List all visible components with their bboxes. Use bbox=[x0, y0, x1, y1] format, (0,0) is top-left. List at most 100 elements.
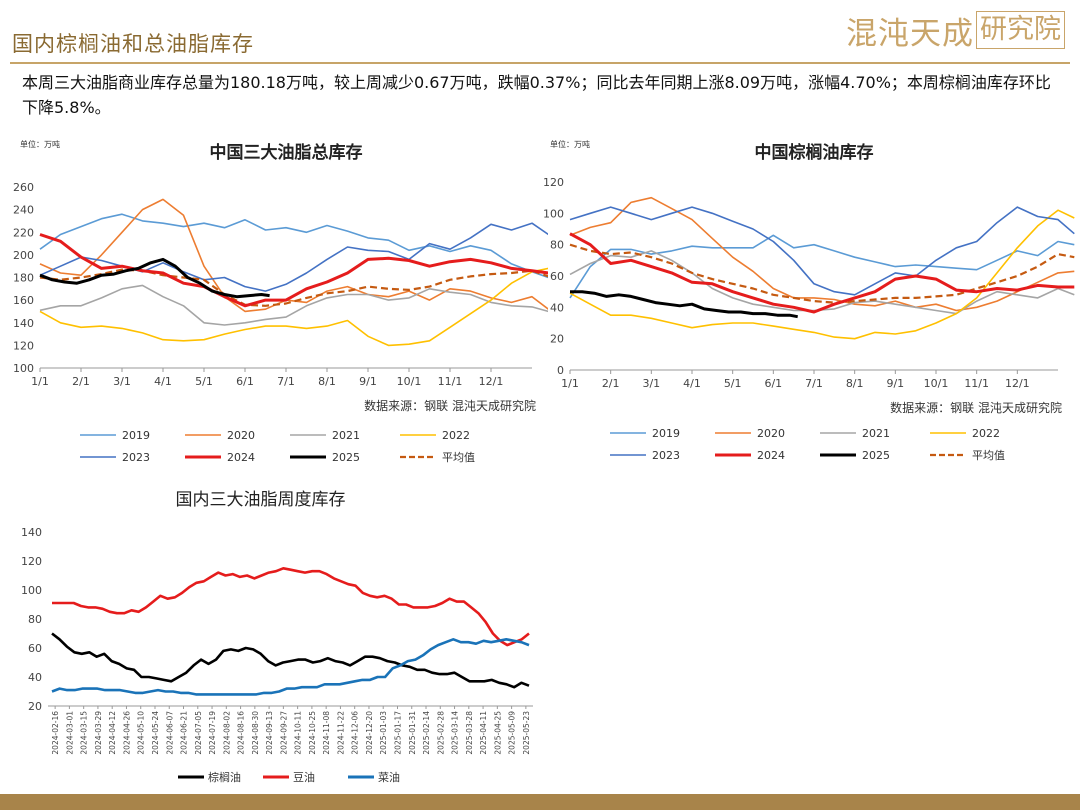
brand-logo: 混沌天成 研究院 bbox=[846, 10, 1065, 52]
x-tick-label: 2024-06-21 bbox=[180, 711, 189, 755]
y-tick-label: 40 bbox=[550, 301, 564, 314]
x-tick-label: 8/1 bbox=[318, 375, 336, 388]
x-tick-label: 2024-09-13 bbox=[265, 711, 274, 755]
y-tick-label: 40 bbox=[28, 671, 42, 684]
series-line-平均值 bbox=[569, 243, 1075, 304]
x-tick-label: 2024-08-02 bbox=[222, 711, 231, 755]
x-tick-label: 2024-03-29 bbox=[94, 711, 103, 755]
series-line-2025 bbox=[570, 290, 798, 319]
series-line-2023 bbox=[569, 206, 1075, 296]
title-divider bbox=[10, 62, 1070, 64]
x-tick-label: 1/1 bbox=[561, 377, 579, 390]
x-tick-label: 5/1 bbox=[195, 375, 213, 388]
series-line-2020 bbox=[569, 196, 1075, 312]
y-tick-label: 20 bbox=[28, 700, 42, 713]
x-tick-label: 2024-05-10 bbox=[137, 711, 146, 755]
y-tick-label: 80 bbox=[550, 239, 564, 252]
legend-label-豆油: 豆油 bbox=[293, 770, 315, 784]
x-tick-label: 2025-01-03 bbox=[379, 711, 388, 755]
y-tick-label: 120 bbox=[543, 176, 564, 189]
x-tick-label: 2/1 bbox=[72, 375, 90, 388]
legend-label-2021: 2021 bbox=[332, 429, 360, 442]
logo-box-text: 研究院 bbox=[976, 11, 1065, 49]
x-tick-label: 10/1 bbox=[397, 375, 422, 388]
footer-bar bbox=[0, 794, 1080, 810]
x-tick-label: 2025-05-23 bbox=[522, 711, 531, 755]
x-tick-label: 3/1 bbox=[642, 377, 660, 390]
source-note: 数据来源：钢联 混沌天成研究院 bbox=[890, 400, 1062, 415]
chart-title: 国内三大油脂周度库存 bbox=[176, 490, 346, 510]
series-line-2022 bbox=[569, 209, 1075, 340]
x-tick-label: 2025-03-14 bbox=[451, 711, 460, 755]
y-tick-label: 0 bbox=[557, 364, 564, 377]
x-tick-label: 2/1 bbox=[602, 377, 620, 390]
x-tick-label: 2024-11-08 bbox=[322, 711, 331, 755]
legend-label-2024: 2024 bbox=[757, 449, 785, 462]
x-tick-label: 10/1 bbox=[924, 377, 949, 390]
x-tick-label: 2024-04-26 bbox=[122, 711, 131, 755]
x-tick-label: 4/1 bbox=[683, 377, 701, 390]
series-line-2025 bbox=[39, 257, 270, 299]
x-tick-label: 7/1 bbox=[277, 375, 295, 388]
x-tick-label: 2025-05-09 bbox=[508, 711, 517, 755]
legend-label-2024: 2024 bbox=[227, 451, 255, 464]
x-tick-label: 2025-01-17 bbox=[393, 711, 402, 755]
x-tick-label: 7/1 bbox=[805, 377, 823, 390]
chart-total-oil-inventory: 单位：万吨 中国三大油脂总库存 100 120 140 160 180 200 220 240 26… bbox=[13, 139, 548, 464]
x-tick-label: 2024-08-16 bbox=[237, 711, 246, 755]
y-tick-label: 60 bbox=[550, 270, 564, 283]
x-tick-label: 2025-04-11 bbox=[479, 711, 488, 755]
chart-weekly-oil-inventory: 国内三大油脂周度库存 20 40 60 80 100 120 140 2024-02-16 202… bbox=[21, 490, 533, 784]
header-band bbox=[0, 0, 1080, 66]
x-tick-label: 2024-12-06 bbox=[351, 711, 360, 755]
legend-label-2023: 2023 bbox=[652, 449, 680, 462]
series-line-豆油 bbox=[52, 567, 530, 647]
x-tick-label: 2025-04-25 bbox=[493, 711, 502, 755]
series-line-2024 bbox=[39, 233, 548, 308]
y-tick-label: 140 bbox=[13, 317, 34, 330]
chart-palm-oil-inventory: 单位：万吨 中国棕榈油库存 0 20 40 60 80 100 120 1/1 2/1 3/1 4/1 5… bbox=[543, 139, 1075, 462]
x-tick-label: 2024-05-24 bbox=[151, 711, 160, 755]
legend-label-平均值: 平均值 bbox=[442, 451, 475, 464]
series-line-2022 bbox=[39, 267, 548, 347]
x-tick-label: 2024-10-11 bbox=[294, 711, 303, 755]
x-tick-label: 2024-10-25 bbox=[308, 711, 317, 755]
chart-title: 中国三大油脂总库存 bbox=[210, 142, 363, 163]
x-tick-label: 2024-11-22 bbox=[336, 711, 345, 755]
legend-label-平均值: 平均值 bbox=[972, 449, 1005, 462]
unit-label: 单位：万吨 bbox=[20, 139, 60, 149]
legend-label-2021: 2021 bbox=[862, 427, 890, 440]
legend-label-2019: 2019 bbox=[652, 427, 680, 440]
x-tick-label: 2024-09-27 bbox=[279, 711, 288, 755]
y-tick-label: 200 bbox=[13, 249, 34, 262]
y-tick-label: 160 bbox=[13, 294, 34, 307]
x-tick-label: 1/1 bbox=[31, 375, 49, 388]
chart-title: 中国棕榈油库存 bbox=[755, 142, 874, 163]
legend-label-棕榈油: 棕榈油 bbox=[208, 770, 241, 784]
x-tick-label: 2025-01-31 bbox=[408, 711, 417, 755]
legend-label-2019: 2019 bbox=[122, 429, 150, 442]
x-tick-label: 2024-03-01 bbox=[65, 711, 74, 755]
x-tick-label: 2024-06-07 bbox=[165, 711, 174, 755]
x-tick-label: 2024-08-30 bbox=[251, 711, 260, 755]
x-tick-label: 9/1 bbox=[359, 375, 377, 388]
legend-label-2022: 2022 bbox=[972, 427, 1000, 440]
legend-label-2022: 2022 bbox=[442, 429, 470, 442]
y-tick-label: 20 bbox=[550, 333, 564, 346]
series-line-2019 bbox=[569, 234, 1075, 299]
summary-text: 本周三大油脂商业库存总量为180.18万吨，较上周减少0.67万吨，跌幅0.37… bbox=[22, 73, 1051, 117]
y-tick-label: 60 bbox=[28, 642, 42, 655]
series-line-2023 bbox=[39, 222, 548, 292]
series-line-平均值 bbox=[39, 268, 548, 307]
y-tick-label: 80 bbox=[28, 613, 42, 626]
series-line-2021 bbox=[39, 284, 548, 326]
legend-label-菜油: 菜油 bbox=[378, 770, 400, 784]
y-tick-label: 220 bbox=[13, 226, 34, 239]
series-line-棕榈油 bbox=[51, 632, 530, 689]
series-line-2024 bbox=[569, 232, 1075, 314]
x-tick-label: 2024-07-19 bbox=[208, 711, 217, 755]
x-tick-label: 4/1 bbox=[154, 375, 172, 388]
y-tick-label: 260 bbox=[13, 181, 34, 194]
x-tick-label: 2024-03-15 bbox=[80, 711, 89, 755]
x-tick-label: 9/1 bbox=[886, 377, 904, 390]
